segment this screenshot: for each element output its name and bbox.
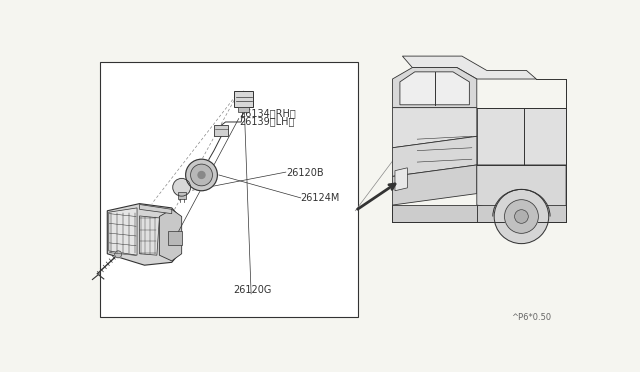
Circle shape <box>191 164 212 186</box>
Circle shape <box>173 179 191 196</box>
Circle shape <box>504 200 538 233</box>
Bar <box>100 62 358 317</box>
Bar <box>214 125 228 136</box>
Circle shape <box>515 210 528 223</box>
Polygon shape <box>168 231 182 245</box>
Circle shape <box>186 159 218 191</box>
Text: 26125M〈LH〉: 26125M〈LH〉 <box>396 154 460 164</box>
Bar <box>238 107 250 112</box>
Text: 26120M〈RH〉: 26120M〈RH〉 <box>396 148 461 158</box>
Circle shape <box>115 251 122 258</box>
Polygon shape <box>109 208 137 255</box>
Polygon shape <box>108 203 179 265</box>
Polygon shape <box>400 72 469 105</box>
Polygon shape <box>403 56 536 79</box>
Text: 26124M: 26124M <box>301 193 340 203</box>
Polygon shape <box>392 136 477 176</box>
Polygon shape <box>392 108 477 148</box>
Polygon shape <box>140 205 172 214</box>
Text: 26139〈LH〉: 26139〈LH〉 <box>240 116 295 126</box>
Polygon shape <box>477 165 566 222</box>
Text: 26134〈RH〉: 26134〈RH〉 <box>240 109 296 119</box>
Polygon shape <box>477 205 566 222</box>
Polygon shape <box>477 108 566 205</box>
Polygon shape <box>395 168 408 191</box>
Bar <box>186 170 198 180</box>
Text: ^P6*0.50: ^P6*0.50 <box>511 314 552 323</box>
Polygon shape <box>392 165 477 205</box>
Polygon shape <box>392 205 477 222</box>
Polygon shape <box>159 209 182 261</box>
Polygon shape <box>140 216 159 255</box>
Text: 26120B: 26120B <box>286 168 323 178</box>
Circle shape <box>198 171 205 179</box>
Text: 26120G: 26120G <box>234 285 272 295</box>
Polygon shape <box>392 68 477 108</box>
Circle shape <box>494 189 548 244</box>
Bar <box>178 192 186 199</box>
Bar <box>234 91 253 107</box>
